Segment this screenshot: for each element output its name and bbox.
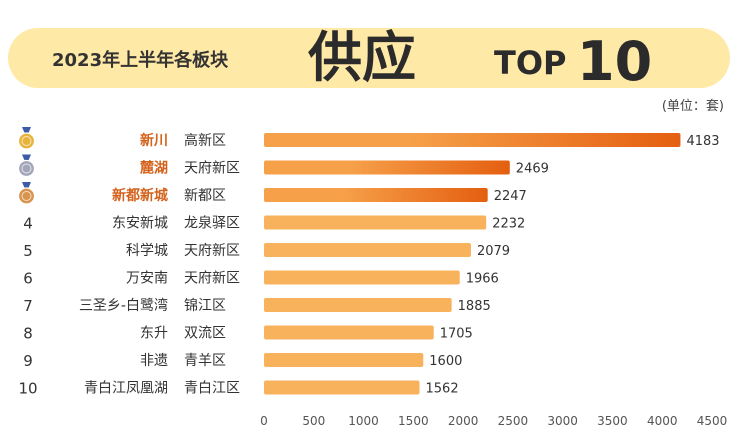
x-tick-label: 1000 <box>348 414 379 428</box>
district-label: 新都区 <box>184 188 226 204</box>
district-label: 锦江区 <box>184 297 226 314</box>
chart-row: 新川 高新区 4183 <box>17 127 720 150</box>
rank-number: 8 <box>23 325 33 343</box>
x-tick-label: 4000 <box>647 414 678 428</box>
bar <box>264 325 434 340</box>
bar <box>264 380 420 395</box>
rank-number: 6 <box>23 270 33 288</box>
value-label: 1966 <box>466 272 499 287</box>
category-label: 东安新城 <box>112 216 168 232</box>
category-label: 新都新城 <box>112 187 168 204</box>
chart-row: 4 东安新城 龙泉驿区 2232 <box>23 215 525 233</box>
title-big: 供应 <box>308 26 416 89</box>
bar <box>264 243 471 257</box>
title-prefix: 2023年上半年各板块 <box>52 49 229 71</box>
bar <box>264 133 681 147</box>
medal-ring <box>21 191 32 201</box>
medal-ribbon <box>22 127 31 134</box>
value-label: 1562 <box>426 382 459 397</box>
district-label: 高新区 <box>184 132 226 149</box>
value-label: 2469 <box>516 162 549 177</box>
value-label: 2247 <box>494 189 527 204</box>
x-tick-label: 500 <box>302 414 325 428</box>
bar <box>264 215 487 230</box>
medal-ribbon <box>22 154 31 162</box>
value-label: 1885 <box>458 299 491 314</box>
category-label: 东升 <box>140 326 168 342</box>
category-label: 青白江凤凰湖 <box>84 381 168 397</box>
bronze-medal-icon <box>17 182 36 205</box>
chart-row: 8 东升 双流区 1705 <box>23 325 473 343</box>
medal-ribbon <box>22 182 31 189</box>
x-tick-label: 0 <box>260 414 268 428</box>
chart-row: 9 非遗 青羊区 1600 <box>23 352 462 370</box>
x-tick-label: 1500 <box>398 414 429 428</box>
chart-row: 5 科学城 天府新区 2079 <box>23 242 510 260</box>
title-top: TOP <box>494 44 566 82</box>
rank-number: 5 <box>23 242 33 260</box>
value-label: 1705 <box>440 327 473 342</box>
value-label: 2079 <box>477 244 510 259</box>
district-label: 天府新区 <box>184 271 240 287</box>
x-tick-label: 2000 <box>448 414 479 428</box>
category-label: 非遗 <box>140 353 168 369</box>
medal-disc <box>17 159 36 178</box>
chart-row: 7 三圣乡-白鹭湾 锦江区 1885 <box>23 297 491 315</box>
x-tick-label: 3000 <box>547 414 578 428</box>
x-tick-label: 2500 <box>498 414 529 428</box>
district-label: 双流区 <box>184 326 226 342</box>
district-label: 天府新区 <box>184 243 240 259</box>
chart-row: 麓湖 天府新区 2469 <box>17 154 549 178</box>
rank-number: 7 <box>23 297 33 315</box>
x-tick-label: 3500 <box>597 414 628 428</box>
category-label: 万安南 <box>126 271 168 287</box>
title-num: 10 <box>577 30 652 93</box>
category-label: 新川 <box>140 132 168 149</box>
x-axis: 0 500 1000 1500 2000 2500 3000 3500 4000 4500 <box>260 414 727 428</box>
category-label: 三圣乡-白鹭湾 <box>79 297 168 314</box>
district-label: 龙泉驿区 <box>184 215 240 232</box>
medal-disc <box>17 132 36 150</box>
value-label: 1600 <box>429 354 462 369</box>
rank-number: 10 <box>18 380 37 398</box>
value-label: 2232 <box>492 217 525 232</box>
medal-ring <box>21 163 32 174</box>
category-label: 科学城 <box>126 243 168 259</box>
bar <box>264 270 460 285</box>
district-label: 青白江区 <box>184 381 240 397</box>
x-tick-label: 4500 <box>697 414 728 428</box>
rank-number: 4 <box>23 215 33 233</box>
value-label: 4183 <box>686 134 719 149</box>
unit-label: (单位：套) <box>662 98 724 114</box>
chart-row: 10 青白江凤凰湖 青白江区 1562 <box>18 380 458 398</box>
bar <box>264 353 424 367</box>
chart-row: 新都新城 新都区 2247 <box>17 182 527 205</box>
district-label: 青羊区 <box>184 353 226 369</box>
bar <box>264 298 452 312</box>
district-label: 天府新区 <box>184 161 240 177</box>
gold-medal-icon <box>17 127 36 150</box>
silver-medal-icon <box>17 154 36 178</box>
medal-ring <box>21 136 32 146</box>
header-banner: 2023年上半年各板块 供应 TOP 10 <box>8 26 730 93</box>
bar <box>264 188 488 202</box>
bar <box>264 160 510 175</box>
rank-number: 9 <box>23 352 33 370</box>
header-pill <box>8 28 730 88</box>
medal-disc <box>17 187 36 205</box>
chart-row: 6 万安南 天府新区 1966 <box>23 270 499 288</box>
category-label: 麓湖 <box>140 160 168 177</box>
